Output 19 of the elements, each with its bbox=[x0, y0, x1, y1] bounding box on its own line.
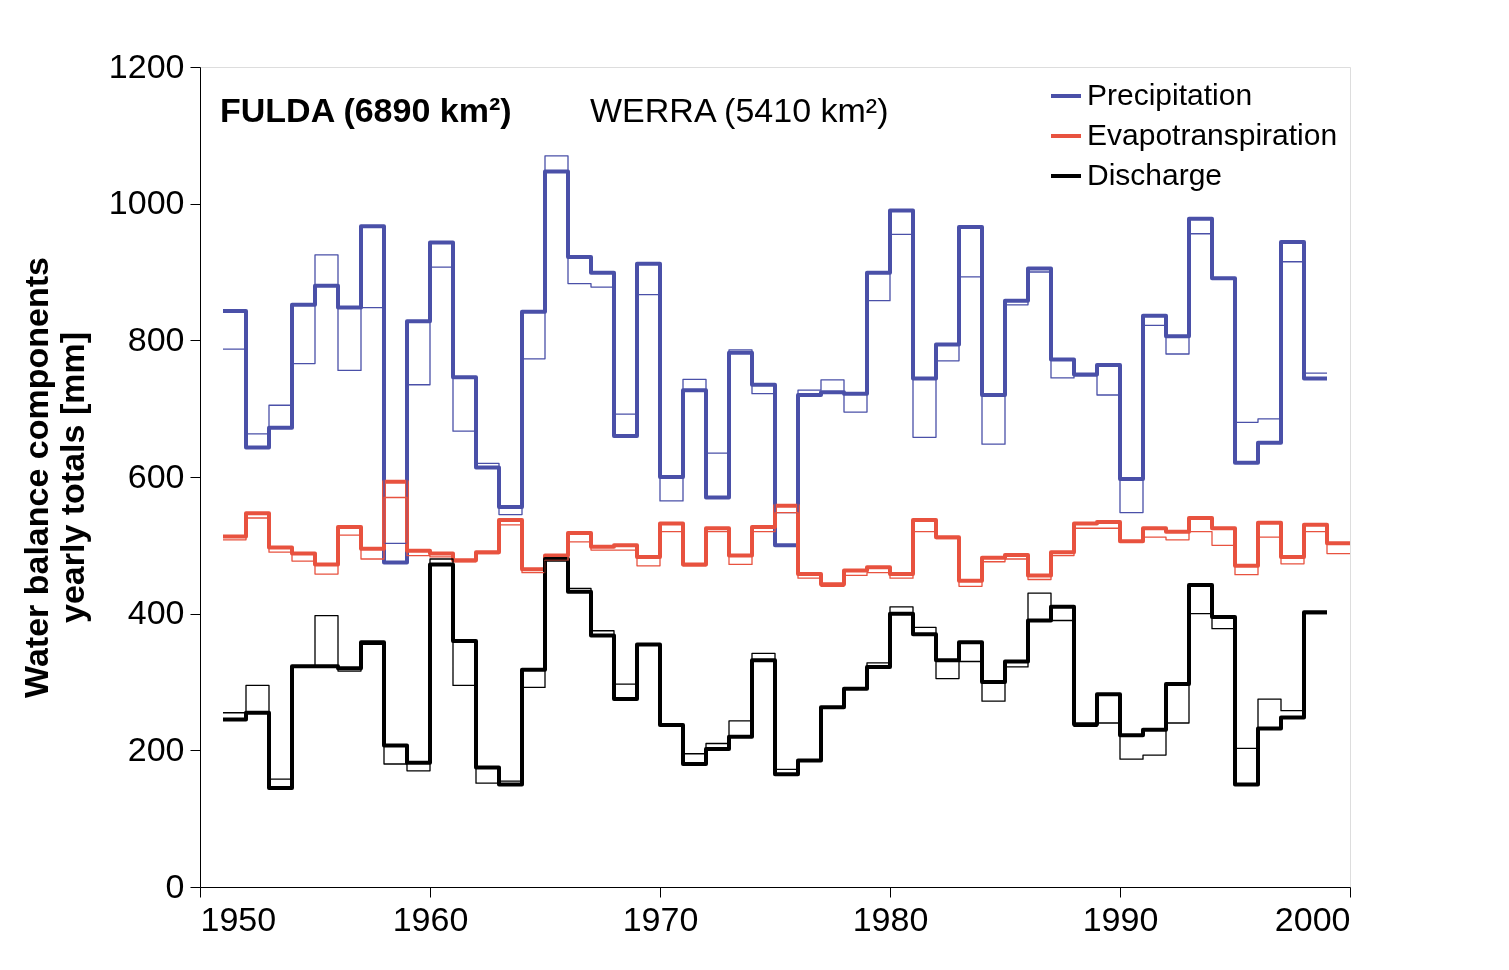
annotation: WERRA (5410 km²) bbox=[590, 91, 889, 129]
legend-label: Evapotranspiration bbox=[1087, 118, 1338, 151]
y-tick-label: 0 bbox=[165, 866, 185, 905]
y-tick-label: 200 bbox=[127, 729, 185, 768]
y-axis-title: Water balance components yearly totals [mm] bbox=[16, 257, 91, 698]
y-tick-label: 1000 bbox=[108, 183, 185, 222]
y-tick-label: 800 bbox=[127, 319, 185, 358]
x-tick-label: 1970 bbox=[622, 899, 699, 938]
y-tick-label: 600 bbox=[127, 456, 185, 495]
x-tick-label: 1980 bbox=[852, 899, 929, 938]
legend-label: Discharge bbox=[1087, 158, 1223, 191]
y-tick-label: 1200 bbox=[108, 46, 185, 85]
x-tick-label: 2000 bbox=[1274, 899, 1351, 938]
x-tick-label: 1990 bbox=[1082, 899, 1159, 938]
x-tick-label: 1960 bbox=[392, 899, 469, 938]
annotation: FULDA (6890 km²) bbox=[220, 91, 512, 129]
x-tick-label: 1950 bbox=[200, 899, 277, 938]
y-tick-label: 400 bbox=[127, 593, 185, 632]
legend-label: Precipitation bbox=[1087, 78, 1253, 111]
